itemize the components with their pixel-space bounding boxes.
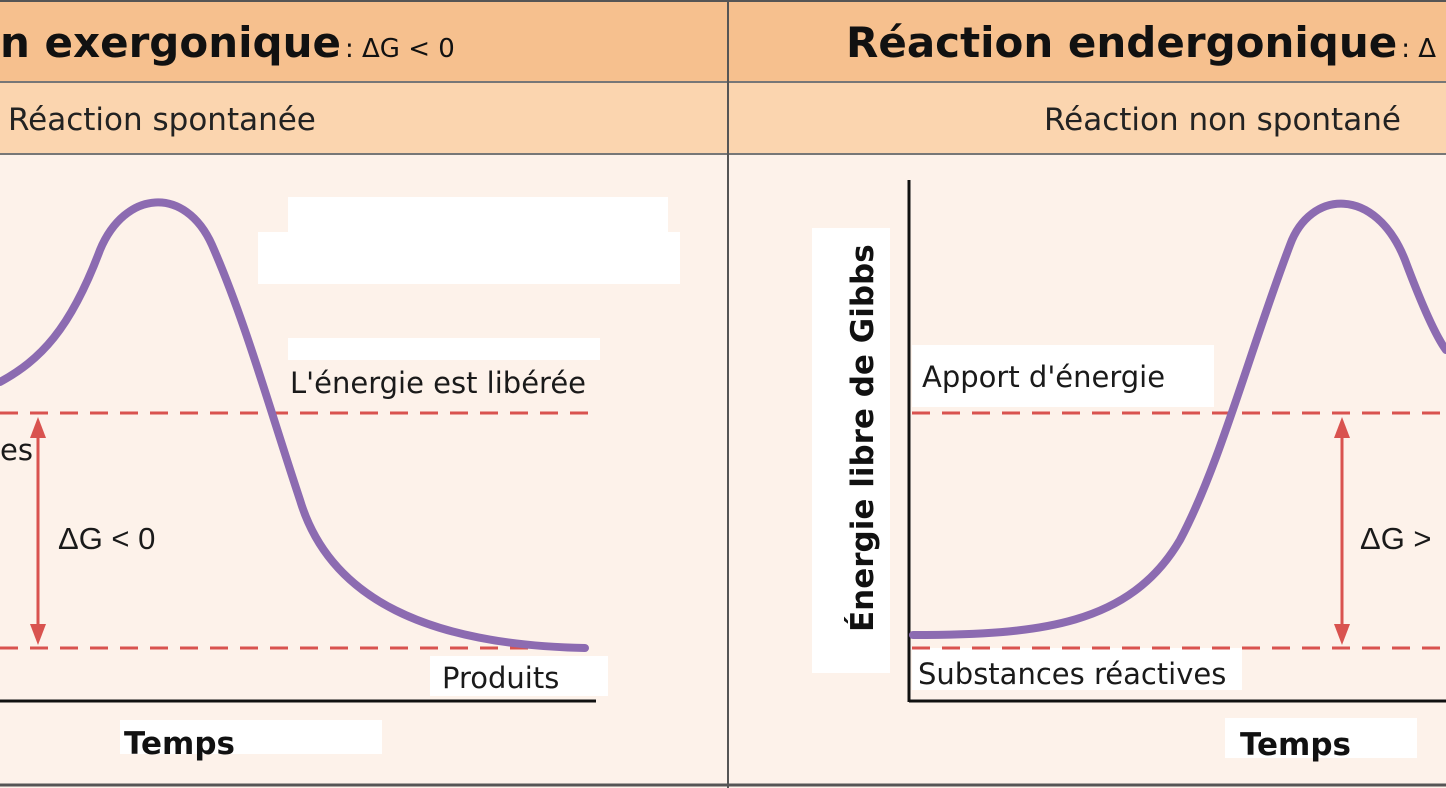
right-x-axis-label: Temps xyxy=(1240,727,1351,763)
subheader-band xyxy=(0,82,1446,154)
left-delta-g-label: ΔG < 0 xyxy=(58,521,155,556)
left-reactants-label: es xyxy=(0,433,33,467)
right-energy-label: Apport d'énergie xyxy=(922,360,1165,394)
left-products-box xyxy=(430,656,608,696)
right-reactants-label: Substances réactives xyxy=(918,657,1226,691)
left-x-axis-label: Temps xyxy=(124,726,235,762)
right-temps-box xyxy=(1225,718,1417,758)
right-title: Réaction endergonique: Δ xyxy=(846,18,1436,67)
left-products-label: Produits xyxy=(442,661,559,695)
left-energy-label: L'énergie est libérée xyxy=(290,366,586,400)
left-title: n exergonique: ΔG < 0 xyxy=(0,18,455,67)
right-energy-box xyxy=(912,345,1214,407)
left-temps-box xyxy=(120,720,382,754)
left-subtitle: Réaction spontanée xyxy=(8,102,316,138)
right-subtitle: Réaction non spontané xyxy=(1044,102,1401,138)
right-delta-g-label: ΔG > xyxy=(1360,521,1432,556)
left-energy-curve xyxy=(0,198,589,652)
right-y-axis-label: Énergie libre de Gibbs xyxy=(845,244,881,632)
right-delta-arrow-down-icon xyxy=(1334,624,1350,645)
right-y-axis-box xyxy=(812,228,890,673)
left-blank-box-top xyxy=(288,197,668,237)
right-delta-arrow-up-icon xyxy=(1334,417,1350,438)
right-reactants-box xyxy=(912,648,1242,690)
left-delta-arrow-down-icon xyxy=(30,624,46,645)
left-blank-box-small xyxy=(288,338,600,360)
header-band xyxy=(0,0,1446,82)
left-delta-arrow-up-icon xyxy=(30,417,46,438)
left-blank-box-bottom xyxy=(258,232,680,284)
right-energy-curve xyxy=(909,199,1446,639)
